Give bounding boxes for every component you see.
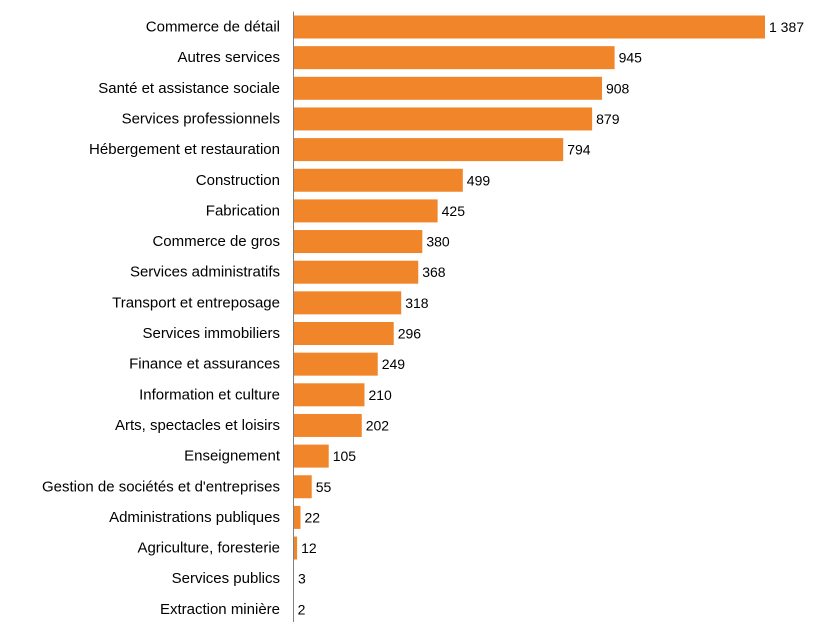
category-label: Finance et assurances <box>129 356 280 373</box>
bar <box>293 168 463 192</box>
bar <box>293 505 301 529</box>
value-label: 12 <box>301 540 317 556</box>
value-label: 2 <box>298 601 306 617</box>
bar <box>293 475 312 499</box>
category-label: Enseignement <box>184 448 281 465</box>
category-label: Autres services <box>177 49 280 66</box>
category-label: Santé et assistance sociale <box>98 80 280 97</box>
value-label: 1 387 <box>769 19 804 35</box>
value-label: 296 <box>398 326 422 342</box>
category-labels: Commerce de détail Autres services Santé e… <box>42 19 281 618</box>
bar <box>293 138 564 162</box>
value-label: 794 <box>567 142 591 158</box>
value-label: 318 <box>405 295 429 311</box>
value-label: 380 <box>426 234 450 250</box>
bar <box>293 352 378 376</box>
value-label: 368 <box>422 264 446 280</box>
bar <box>293 199 438 223</box>
category-label: Services administratifs <box>130 264 280 281</box>
category-label: Services publics <box>172 570 280 587</box>
bar <box>293 536 298 560</box>
value-label: 105 <box>333 448 357 464</box>
value-label: 249 <box>382 356 406 372</box>
category-label: Extraction minière <box>160 601 280 618</box>
bars <box>293 15 765 621</box>
category-label: Transport et entreposage <box>112 294 280 311</box>
bar <box>293 46 615 70</box>
category-label: Arts, spectacles et loisirs <box>115 417 280 434</box>
category-label: Commerce de détail <box>146 19 280 36</box>
value-label: 499 <box>467 172 491 188</box>
bar <box>293 107 593 131</box>
category-label: Gestion de sociétés et d'entreprises <box>42 478 280 495</box>
category-label: Information et culture <box>139 386 280 403</box>
bar <box>293 230 423 254</box>
value-label: 3 <box>298 571 306 587</box>
value-label: 210 <box>368 387 392 403</box>
bar <box>293 322 394 345</box>
value-label: 908 <box>606 80 630 96</box>
category-label: Construction <box>196 172 280 189</box>
value-labels: 1 38794590887979449942538036831829624921… <box>298 19 805 617</box>
category-label: Services immobiliers <box>142 325 280 342</box>
value-label: 55 <box>316 479 332 495</box>
value-label: 202 <box>366 417 390 433</box>
category-label: Services professionnels <box>122 110 280 127</box>
category-label: Hébergement et restauration <box>89 141 280 158</box>
bar <box>293 76 602 100</box>
value-label: 22 <box>304 509 320 525</box>
bar <box>293 444 329 468</box>
bar <box>293 383 365 407</box>
category-label: Agriculture, foresterie <box>137 540 280 557</box>
value-label: 879 <box>596 111 620 127</box>
value-label: 945 <box>619 50 643 66</box>
bar <box>293 260 419 284</box>
bar <box>293 15 765 39</box>
category-label: Commerce de gros <box>152 233 280 250</box>
category-label: Fabrication <box>206 202 280 219</box>
bar <box>293 291 402 315</box>
bar <box>293 413 362 437</box>
category-label: Administrations publiques <box>109 509 280 526</box>
value-label: 425 <box>442 203 466 219</box>
